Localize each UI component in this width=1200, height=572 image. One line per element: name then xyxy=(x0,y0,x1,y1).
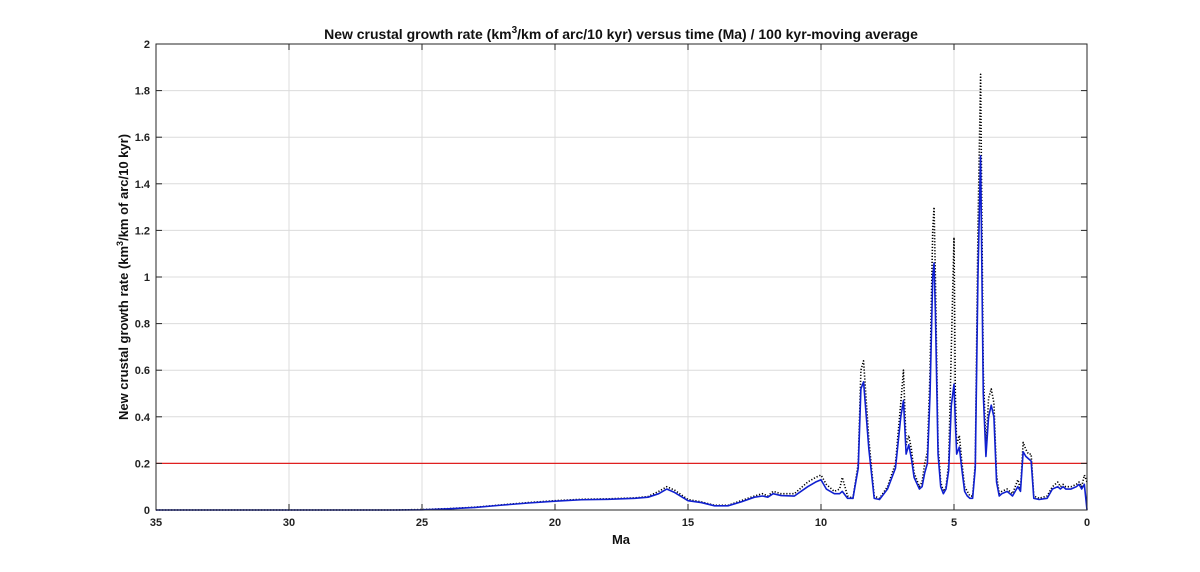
y-tick-label: 1.4 xyxy=(135,179,151,191)
y-tick-label: 0 xyxy=(144,505,150,517)
x-axis-label: Ma xyxy=(612,532,631,547)
y-axis-ticks: 0 0.2 0.4 0.6 0.8 1 1.2 1.4 1.6 1.8 2 xyxy=(135,39,1087,517)
y-tick-label: 1.2 xyxy=(135,225,150,237)
y-axis-label: New crustal growth rate (km3/km of arc/1… xyxy=(115,134,131,420)
y-tick-label: 0.4 xyxy=(135,412,151,424)
x-tick-label: 15 xyxy=(682,517,694,529)
chart-title: New crustal growth rate (km3/km of arc/1… xyxy=(324,25,918,42)
x-tick-label: 30 xyxy=(283,517,295,529)
x-axis-ticks: 35 30 25 20 15 10 5 0 xyxy=(150,44,1090,529)
data-series xyxy=(156,73,1088,511)
y-tick-label: 0.8 xyxy=(135,319,150,331)
series-line-solid xyxy=(156,155,1088,511)
x-tick-label: 35 xyxy=(150,517,162,529)
y-tick-label: 1.8 xyxy=(135,86,150,98)
y-tick-label: 1.6 xyxy=(135,132,150,144)
x-tick-label: 25 xyxy=(416,517,428,529)
x-tick-label: 5 xyxy=(951,517,957,529)
x-tick-label: 10 xyxy=(815,517,827,529)
x-tick-label: 0 xyxy=(1084,517,1090,529)
y-tick-label: 0.2 xyxy=(135,458,150,470)
x-tick-label: 20 xyxy=(549,517,561,529)
y-tick-label: 0.6 xyxy=(135,365,150,377)
y-tick-label: 2 xyxy=(144,39,150,51)
y-tick-label: 1 xyxy=(144,272,150,284)
